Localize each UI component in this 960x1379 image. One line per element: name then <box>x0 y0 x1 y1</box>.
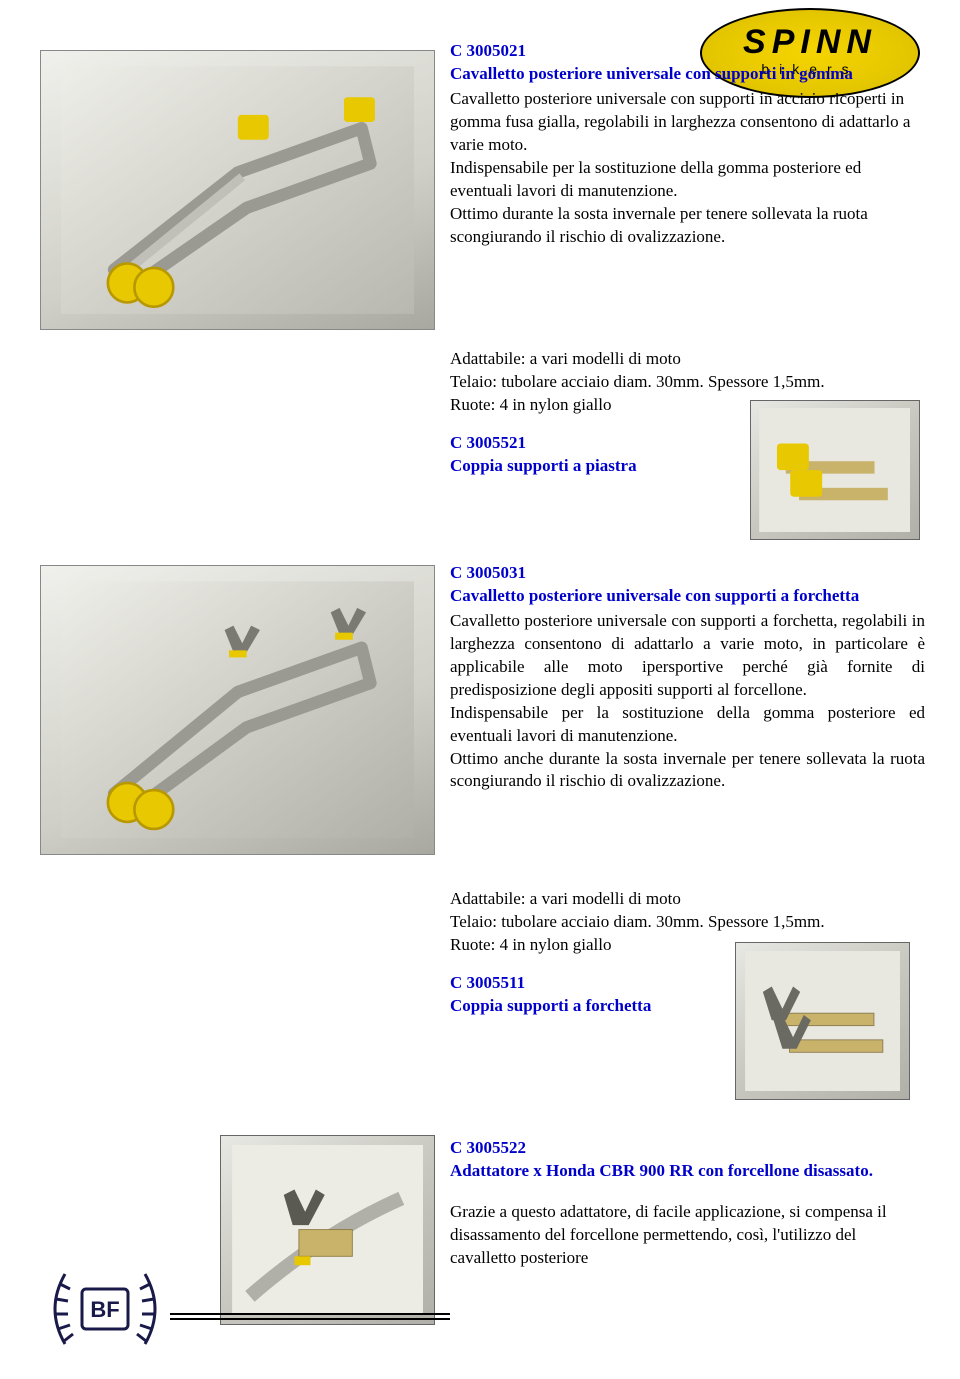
product-1-desc: Cavalletto posteriore universale con sup… <box>450 88 920 249</box>
product-3-title: Cavalletto posteriore universale con sup… <box>450 585 925 608</box>
supports-icon <box>759 408 910 532</box>
product-2-title: Coppia supporti a piastra <box>450 455 750 478</box>
adapter-icon <box>232 1145 424 1314</box>
product-4-title: Coppia supporti a forchetta <box>450 995 730 1018</box>
product-1-code: C 3005021 <box>450 40 920 63</box>
product-4-block: C 3005511 Coppia supporti a forchetta <box>450 972 730 1018</box>
footer-divider <box>170 1313 450 1317</box>
stand-fork-icon <box>61 580 415 839</box>
product-5-code: C 3005522 <box>450 1137 925 1160</box>
product-3-desc: Cavalletto posteriore universale con sup… <box>450 610 925 794</box>
stand-icon <box>61 65 415 315</box>
product-3-block: C 3005031 Cavalletto posteriore universa… <box>450 562 925 793</box>
product-image-4 <box>735 942 910 1100</box>
product-5-block: C 3005522 Adattatore x Honda CBR 900 RR … <box>450 1137 925 1270</box>
product-image-5 <box>220 1135 435 1325</box>
svg-text:BF: BF <box>90 1297 119 1322</box>
product-1-title: Cavalletto posteriore universale con sup… <box>450 63 920 86</box>
footer-logo: BF <box>40 1259 170 1359</box>
product-image-2 <box>750 400 920 540</box>
laurel-icon: BF <box>40 1259 170 1359</box>
product-5-desc: Grazie a questo adattatore, di facile ap… <box>450 1201 925 1270</box>
product-3-code: C 3005031 <box>450 562 925 585</box>
product-image-1 <box>40 50 435 330</box>
fork-supports-icon <box>745 951 901 1091</box>
product-5-title: Adattatore x Honda CBR 900 RR con forcel… <box>450 1160 925 1183</box>
product-2-block: C 3005521 Coppia supporti a piastra <box>450 432 750 478</box>
product-4-code: C 3005511 <box>450 972 730 995</box>
product-2-code: C 3005521 <box>450 432 750 455</box>
product-1-block: C 3005021 Cavalletto posteriore universa… <box>450 40 920 248</box>
product-image-3 <box>40 565 435 855</box>
